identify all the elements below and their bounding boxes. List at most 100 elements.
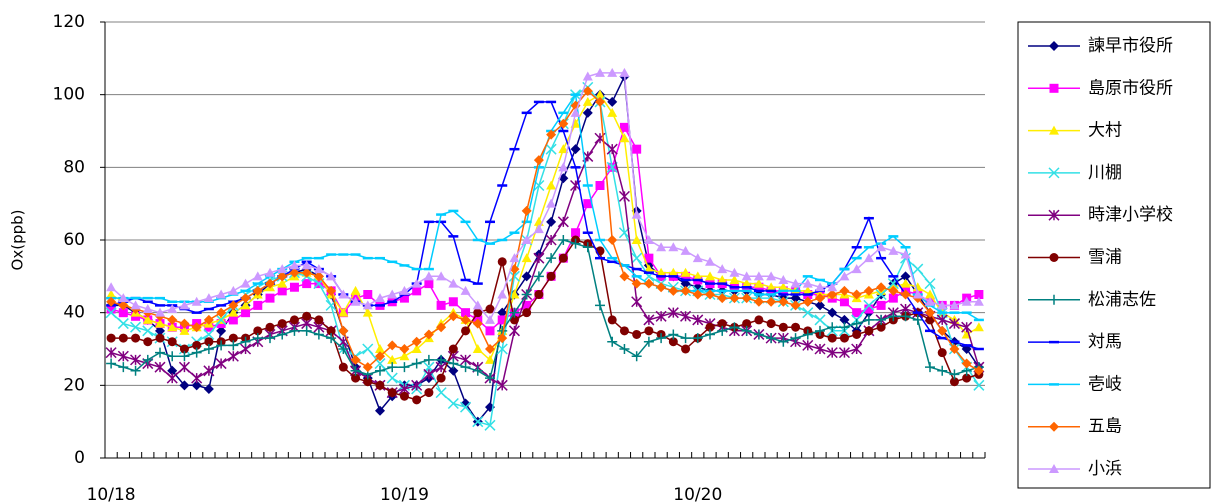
data-point (228, 340, 239, 351)
data-point (607, 315, 617, 325)
data-point (424, 279, 434, 289)
data-point (399, 293, 409, 303)
data-point (802, 285, 813, 295)
data-point (485, 326, 495, 336)
data-point (277, 278, 288, 288)
data-point (815, 300, 825, 311)
legend-marker (1048, 209, 1060, 221)
data-point (350, 296, 361, 306)
data-point (423, 271, 434, 281)
data-point (362, 343, 374, 355)
data-point (436, 300, 446, 310)
data-point (228, 333, 238, 343)
series-line (110, 72, 979, 322)
data-point (876, 314, 887, 325)
data-point (496, 379, 508, 391)
data-point (215, 358, 227, 370)
data-point (973, 322, 984, 332)
data-point (741, 325, 752, 336)
data-point (106, 296, 117, 307)
data-point (864, 326, 874, 336)
data-point (607, 96, 618, 107)
data-point (582, 242, 593, 253)
data-point (900, 249, 911, 259)
data-point (375, 344, 385, 353)
data-point (668, 267, 679, 277)
data-point (301, 325, 312, 336)
data-point (766, 333, 777, 344)
data-point (644, 253, 654, 263)
legend-marker (1049, 125, 1059, 135)
data-point (117, 318, 129, 330)
data-point (387, 354, 398, 364)
data-point (912, 263, 924, 275)
data-point (326, 285, 337, 296)
data-point (460, 401, 472, 413)
data-point (948, 318, 960, 330)
data-point (154, 361, 166, 373)
legend-label: 諫早市役所 (1088, 36, 1173, 56)
data-point (582, 71, 593, 81)
data-point (130, 321, 142, 333)
data-point (680, 245, 691, 255)
data-point (522, 300, 532, 310)
data-point (167, 351, 178, 362)
legend-marker (1049, 41, 1059, 51)
data-point (179, 318, 190, 329)
data-point (778, 296, 789, 307)
data-point (754, 315, 764, 325)
data-point (595, 67, 605, 77)
data-point (863, 285, 874, 296)
data-point (179, 351, 190, 362)
data-point (314, 315, 324, 325)
data-point (277, 319, 287, 329)
data-point (753, 278, 764, 288)
data-point (326, 326, 336, 336)
data-point (705, 256, 715, 266)
data-point (631, 252, 643, 264)
data-point (668, 285, 679, 296)
data-point (155, 333, 165, 343)
data-point (387, 362, 398, 373)
data-point (570, 144, 581, 155)
data-point (399, 344, 410, 354)
data-point (227, 350, 239, 362)
data-point (827, 289, 838, 300)
data-point (118, 293, 129, 303)
data-point (106, 304, 116, 314)
data-point (888, 285, 899, 296)
data-point (106, 289, 117, 299)
data-point (191, 372, 203, 384)
data-point (973, 365, 984, 376)
data-point (265, 267, 275, 277)
data-point (142, 304, 153, 314)
data-point (961, 358, 972, 369)
data-point (216, 340, 227, 351)
data-point (680, 285, 691, 296)
data-point (166, 372, 178, 384)
data-point (839, 333, 849, 343)
data-point (338, 344, 349, 354)
y-tick-label: 20 (63, 375, 85, 395)
data-point (302, 311, 312, 321)
data-point (155, 318, 165, 328)
data-point (533, 155, 544, 166)
data-point (448, 311, 459, 322)
data-point (680, 310, 692, 322)
data-point (472, 318, 483, 329)
data-point (925, 362, 935, 373)
data-point (313, 329, 324, 340)
data-point (778, 322, 788, 332)
data-point (472, 416, 484, 428)
data-point (741, 293, 752, 304)
data-point (643, 235, 654, 244)
data-point (215, 314, 227, 326)
data-point (692, 271, 703, 281)
data-point (533, 271, 544, 282)
data-point (827, 322, 838, 333)
data-point (717, 274, 728, 284)
data-point (497, 289, 508, 299)
y-tick-label: 100 (53, 85, 85, 105)
data-point (912, 314, 923, 325)
data-point (105, 307, 117, 319)
